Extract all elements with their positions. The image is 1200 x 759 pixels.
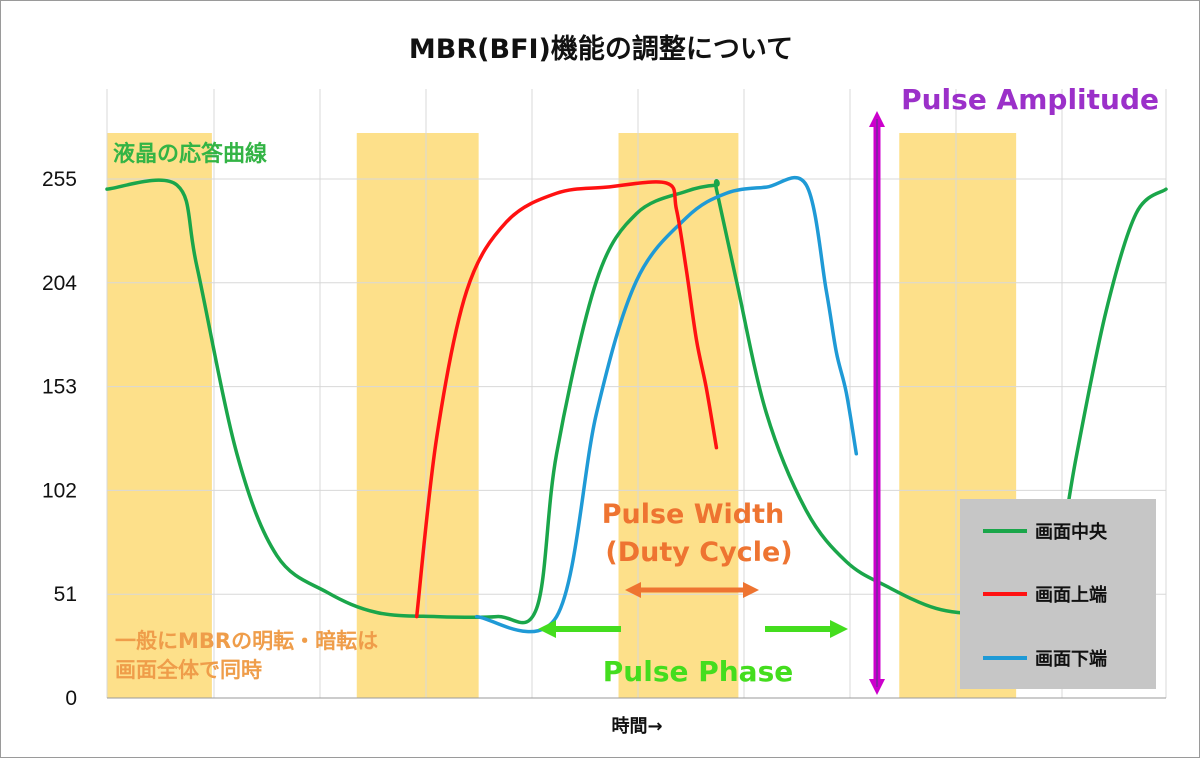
note-line-1: 一般にMBRの明転・暗転は <box>115 629 378 653</box>
legend-label-bottom: 画面下端 <box>1035 649 1107 670</box>
y-tick-label: 102 <box>42 479 77 502</box>
duty-cycle-label: (Duty Cycle) <box>605 537 792 568</box>
y-tick-label: 255 <box>42 168 77 191</box>
y-tick-label: 153 <box>42 376 77 399</box>
pulse-width-label: Pulse Width <box>602 499 785 530</box>
pulse-amplitude-label: Pulse Amplitude <box>901 83 1159 116</box>
y-tick-labels: 0 51 102 153 204 255 <box>42 168 77 710</box>
y-tick-label: 204 <box>42 272 77 295</box>
pulse-phase-label: Pulse Phase <box>603 655 793 688</box>
legend: 画面中央 画面上端 画面下端 <box>960 499 1156 689</box>
legend-label-center: 画面中央 <box>1035 521 1108 543</box>
y-tick-label: 51 <box>54 583 77 606</box>
series-line-top <box>414 180 719 619</box>
x-axis-label: 時間→ <box>611 716 662 737</box>
chart-title: MBR(BFI)機能の調整について <box>409 33 793 65</box>
series-line-bottom <box>474 176 859 634</box>
curve-label: 液晶の応答曲線 <box>113 141 267 167</box>
flash-band <box>107 133 212 698</box>
note-line-2: 画面全体で同時 <box>115 658 262 682</box>
legend-label-top: 画面上端 <box>1035 585 1107 606</box>
y-tick-label: 0 <box>65 687 77 710</box>
